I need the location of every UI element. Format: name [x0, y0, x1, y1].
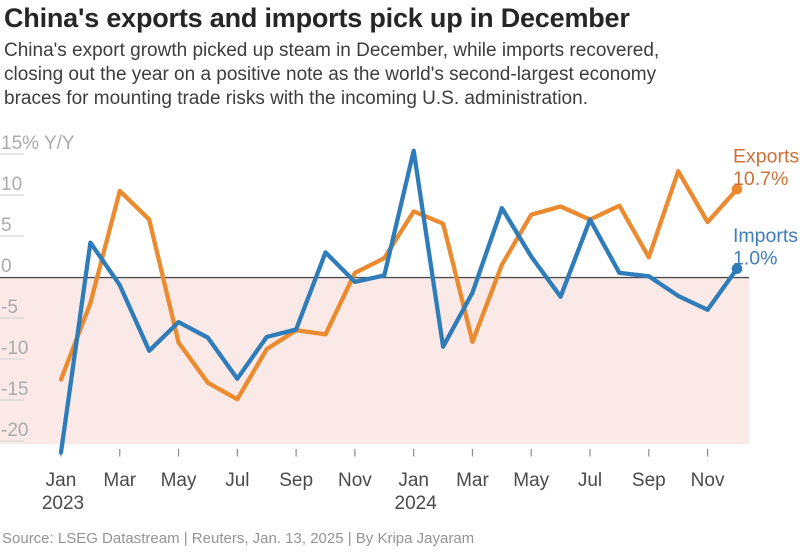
- x-axis-month-label: Nov: [691, 470, 725, 491]
- chart-subtitle-line: China's export growth picked up steam in…: [4, 40, 660, 61]
- chart-subtitle: China's export growth picked up steam in…: [4, 39, 794, 111]
- x-axis-month-label: Jan: [398, 470, 429, 491]
- x-axis-year-label: 2024: [395, 493, 438, 514]
- imports-series-label: Imports: [733, 225, 798, 247]
- chart-subtitle-line: braces for mounting trade risks with the…: [4, 88, 588, 109]
- imports-end-dot: [731, 263, 743, 275]
- x-axis-month-label: Jul: [578, 470, 602, 491]
- y-axis-label: 0: [1, 256, 12, 277]
- source-line: Source: LSEG Datastream | Reuters, Jan. …: [2, 530, 475, 547]
- y-axis-label: -20: [1, 420, 28, 441]
- x-axis-month-label: Jan: [46, 470, 77, 491]
- exports-end-dot: [731, 183, 743, 195]
- chart-title: China's exports and imports pick up in D…: [4, 3, 630, 33]
- exports-value-label: 10.7%: [733, 168, 788, 190]
- y-axis-label: -5: [1, 297, 18, 318]
- x-axis-month-label: Mar: [456, 470, 489, 491]
- x-axis-year-label: 2023: [42, 493, 84, 514]
- chart-subtitle-line: closing out the year on a positive note …: [4, 64, 657, 85]
- x-axis-month-label: Sep: [279, 470, 313, 491]
- exports-series-label: Exports: [733, 145, 799, 167]
- y-axis-label: 10: [1, 174, 22, 195]
- exports-line: [58, 169, 740, 402]
- y-axis-label: 5: [1, 215, 12, 236]
- x-axis-month-label: Nov: [338, 470, 372, 491]
- y-axis-label: 15% Y/Y: [1, 133, 75, 154]
- x-axis-month-label: May: [161, 470, 197, 491]
- x-axis-month-label: Mar: [103, 470, 136, 491]
- negative-region: [0, 278, 749, 444]
- x-axis-month-label: Jul: [225, 470, 249, 491]
- x-axis-month-label: Sep: [632, 470, 666, 491]
- y-axis-label: -15: [1, 379, 28, 400]
- y-axis-label: -10: [1, 338, 28, 359]
- x-axis-month-label: May: [513, 470, 549, 491]
- imports-value-label: 1.0%: [733, 247, 777, 269]
- imports-line: [58, 148, 740, 455]
